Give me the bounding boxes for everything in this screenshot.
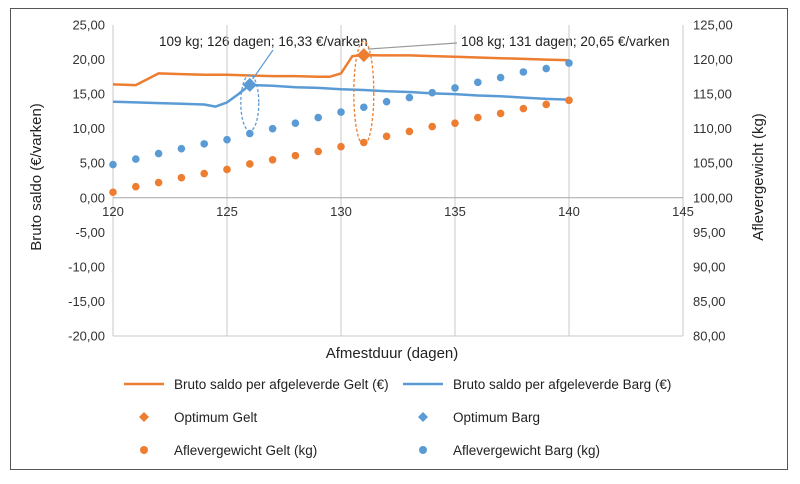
x-tick-label: 140: [558, 204, 580, 219]
y-tick-label: 15,00: [72, 87, 105, 102]
y-tick-label: -5,00: [75, 225, 105, 240]
data-point-aflevergewicht-barg-kg: [314, 113, 323, 122]
x-tick-label: 120: [102, 204, 124, 219]
data-point-aflevergewicht-barg-kg: [360, 103, 368, 112]
data-point-aflevergewicht-gelt-kg: [519, 104, 528, 113]
y-tick-label: -15,00: [68, 294, 105, 309]
data-point-aflevergewicht-barg-kg: [382, 97, 391, 106]
chart-svg: Afmestduur (dagen) Bruto saldo (€/varken…: [28, 18, 767, 459]
chart-frame: Afmestduur (dagen) Bruto saldo (€/varken…: [10, 8, 788, 470]
data-point-aflevergewicht-gelt-kg: [565, 96, 573, 105]
y-tick-label: 0,00: [80, 190, 105, 205]
data-point-aflevergewicht-barg-kg: [223, 135, 231, 144]
legend-label-optimum-gelt: Optimum Gelt: [174, 410, 258, 425]
y-tick-label: 5,00: [80, 156, 105, 171]
data-point-aflevergewicht-gelt-kg: [337, 142, 345, 151]
y2-tick-label: 80,00: [693, 329, 726, 344]
annotation-barg: 109 kg; 126 dagen; 16,33 €/varken: [159, 34, 368, 49]
data-point-aflevergewicht-gelt-kg: [291, 151, 300, 160]
series-line-bruto-saldo-per-afgeleverde-barg: [112, 83, 570, 108]
legend-label-optimum-barg: Optimum Barg: [453, 410, 540, 425]
legend-swatch-aflevergewicht-gelt-kg: [140, 446, 148, 454]
y2-tick-label: 125,00: [693, 18, 733, 33]
data-point-aflevergewicht-gelt-kg: [177, 173, 186, 182]
legend-swatch-optimum-gelt: [139, 412, 149, 422]
y2-tick-label: 100,00: [693, 190, 733, 205]
legend-swatch-optimum-barg: [418, 412, 428, 422]
y-tick-label: 10,00: [72, 121, 105, 136]
y2-tick-label: 85,00: [693, 294, 726, 309]
data-point-aflevergewicht-gelt-kg: [268, 155, 277, 164]
optimum-marker-optimum-barg: [242, 77, 257, 92]
x-tick-label: 135: [444, 204, 466, 219]
data-point-aflevergewicht-barg-kg: [268, 124, 277, 133]
legend-label-aflevergewicht-gelt-kg: Aflevergewicht Gelt (kg): [174, 443, 317, 458]
y2-tick-label: 95,00: [693, 225, 726, 240]
series-line-bruto-saldo-per-afgeleverde-gelt: [112, 53, 570, 87]
y2-axis-title: Aflevergewicht (kg): [750, 113, 767, 241]
data-point-aflevergewicht-gelt-kg: [474, 113, 482, 122]
data-point-aflevergewicht-barg-kg: [519, 68, 528, 76]
y2-tick-label: 120,00: [693, 52, 733, 67]
data-point-aflevergewicht-gelt-kg: [200, 169, 208, 178]
annotation-leader-gelt: [367, 42, 458, 50]
data-point-aflevergewicht-barg-kg: [177, 144, 186, 153]
y2-tick-label: 90,00: [693, 259, 726, 274]
legend-swatch-aflevergewicht-barg-kg: [419, 446, 427, 454]
data-point-aflevergewicht-gelt-kg: [542, 100, 550, 109]
data-point-aflevergewicht-barg-kg: [132, 155, 140, 163]
data-point-aflevergewicht-gelt-kg: [109, 188, 117, 197]
y-axis-title: Bruto saldo (€/varken): [28, 103, 45, 251]
data-point-aflevergewicht-gelt-kg: [154, 178, 163, 187]
legend-label-bruto-saldo-per-afgeleverde-barg: Bruto saldo per afgeleverde Barg (€): [453, 377, 671, 392]
y-tick-label: 20,00: [72, 52, 105, 67]
data-point-aflevergewicht-gelt-kg: [405, 127, 414, 136]
data-point-aflevergewicht-barg-kg: [109, 160, 117, 169]
data-point-aflevergewicht-barg-kg: [542, 64, 550, 73]
legend-label-aflevergewicht-barg-kg: Aflevergewicht Barg (kg): [453, 443, 600, 458]
data-point-aflevergewicht-gelt-kg: [382, 132, 391, 141]
y-tick-label: 25,00: [72, 18, 105, 33]
y-tick-label: -20,00: [68, 329, 105, 344]
data-point-aflevergewicht-gelt-kg: [451, 119, 459, 127]
data-point-aflevergewicht-gelt-kg: [496, 109, 505, 118]
annotation-leader-barg: [252, 49, 274, 80]
data-point-aflevergewicht-gelt-kg: [223, 165, 231, 174]
x-tick-label: 125: [216, 204, 238, 219]
optimum-marker-optimum-gelt: [356, 48, 371, 63]
x-tick-label: 145: [672, 204, 694, 219]
data-point-aflevergewicht-gelt-kg: [132, 182, 140, 191]
data-point-aflevergewicht-barg-kg: [291, 119, 300, 127]
y2-tick-label: 115,00: [693, 87, 732, 102]
data-point-aflevergewicht-barg-kg: [451, 84, 459, 92]
data-point-aflevergewicht-barg-kg: [154, 149, 163, 158]
data-point-aflevergewicht-barg-kg: [428, 88, 437, 97]
x-tick-label: 130: [330, 204, 352, 219]
data-point-aflevergewicht-barg-kg: [474, 78, 482, 87]
data-point-aflevergewicht-gelt-kg: [246, 160, 254, 168]
data-point-aflevergewicht-barg-kg: [565, 59, 573, 67]
y2-tick-label: 105,00: [693, 156, 733, 171]
data-point-aflevergewicht-gelt-kg: [428, 122, 437, 131]
data-point-aflevergewicht-barg-kg: [496, 73, 505, 82]
data-point-aflevergewicht-gelt-kg: [314, 147, 323, 156]
y2-tick-label: 110,00: [693, 121, 732, 136]
data-point-aflevergewicht-barg-kg: [405, 93, 414, 102]
data-point-aflevergewicht-barg-kg: [200, 140, 208, 148]
highlight-ellipse-gelt: [353, 40, 375, 146]
x-axis-title: Afmestduur (dagen): [326, 345, 459, 362]
data-point-aflevergewicht-barg-kg: [246, 129, 254, 138]
legend-label-bruto-saldo-per-afgeleverde-gelt: Bruto saldo per afgeleverde Gelt (€): [174, 377, 389, 392]
annotation-gelt: 108 kg; 131 dagen; 20,65 €/varken: [461, 34, 670, 49]
y-tick-label: -10,00: [68, 259, 105, 274]
data-point-aflevergewicht-barg-kg: [337, 108, 345, 116]
